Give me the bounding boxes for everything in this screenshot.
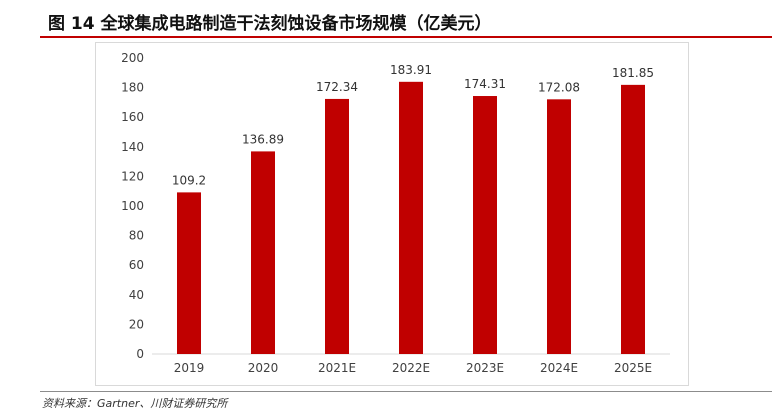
source-note: 资料来源：Gartner、川财证券研究所 <box>42 397 228 410</box>
y-tick-label: 100 <box>121 199 144 213</box>
chart-axes: 0 20 40 60 80 100 120 140 160 180 200 <box>121 51 670 361</box>
chart-labels: 109.2 2019 136.89 2020 172.34 2021E 183.91 2022… <box>172 63 654 375</box>
bar-2021E <box>325 98 349 354</box>
bar-2025E <box>621 84 645 354</box>
y-tick-label: 120 <box>121 169 144 183</box>
chart-bars <box>177 81 645 355</box>
figure-title-bar: 图 14 全球集成电路制造干法刻蚀设备市场规模（亿美元） <box>40 0 772 38</box>
data-label: 181.85 <box>612 66 654 80</box>
title-underline <box>40 36 772 38</box>
bar-2024E <box>547 99 571 355</box>
y-tick-label: 40 <box>129 288 144 302</box>
chart-frame <box>95 42 689 386</box>
data-label: 172.34 <box>316 80 358 94</box>
x-tick-label: 2020 <box>248 361 279 375</box>
y-tick-label: 60 <box>129 258 144 272</box>
data-label: 174.31 <box>464 77 506 91</box>
x-tick-label: 2019 <box>174 361 205 375</box>
data-label: 136.89 <box>242 132 284 146</box>
x-tick-label: 2021E <box>318 361 356 375</box>
bar-2022E <box>399 81 423 354</box>
y-tick-label: 140 <box>121 140 144 154</box>
y-tick-label: 180 <box>121 81 144 95</box>
bar-2019 <box>177 192 201 354</box>
figure-title: 图 14 全球集成电路制造干法刻蚀设备市场规模（亿美元） <box>48 14 492 34</box>
y-tick-label: 80 <box>129 229 144 243</box>
bar-2020 <box>251 151 275 354</box>
data-label: 172.08 <box>538 80 580 94</box>
y-tick-label: 200 <box>121 51 144 65</box>
x-tick-label: 2023E <box>466 361 504 375</box>
y-tick-label: 20 <box>129 317 144 331</box>
x-tick-label: 2022E <box>392 361 430 375</box>
x-tick-label: 2025E <box>614 361 652 375</box>
x-tick-label: 2024E <box>540 361 578 375</box>
data-label: 109.2 <box>172 173 206 187</box>
source-divider <box>40 391 772 392</box>
y-tick-label: 160 <box>121 110 144 124</box>
bar-2023E <box>473 96 497 354</box>
y-tick-label: 0 <box>136 347 144 361</box>
data-label: 183.91 <box>390 63 432 77</box>
